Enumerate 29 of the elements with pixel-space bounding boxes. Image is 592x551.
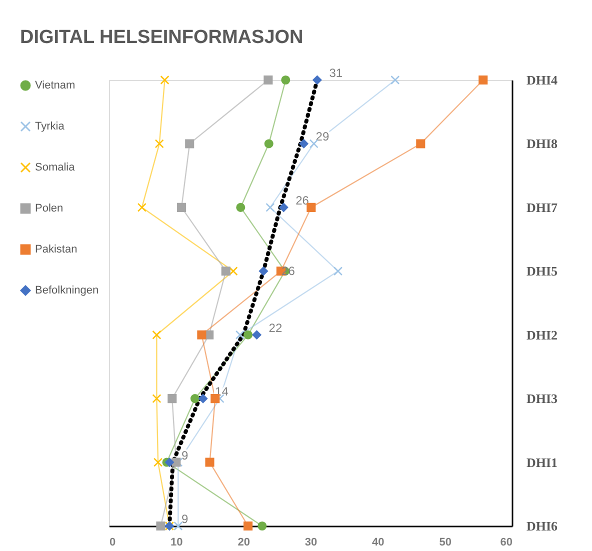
x-tick-label: 50 — [439, 536, 452, 548]
data-label: 29 — [316, 130, 330, 144]
y-tick-label: DHI6 — [526, 518, 558, 534]
y-tick-label: DHI4 — [526, 72, 558, 88]
data-label: 31 — [329, 66, 343, 80]
legend-label: Somalia — [35, 162, 76, 174]
annotation: 26 — [282, 264, 296, 278]
legend-label: Polen — [35, 202, 64, 214]
y-tick-label: DHI1 — [526, 454, 558, 470]
data-label: 26 — [296, 193, 310, 208]
legend-label: Vietnam — [35, 80, 76, 92]
x-tick-label: 30 — [304, 536, 318, 548]
chart-title: DIGITAL HELSEINFORMASJON — [20, 27, 304, 48]
data-label: 22 — [268, 320, 282, 335]
legend-label: Tyrkia — [35, 120, 66, 132]
y-tick-label: DHI5 — [526, 264, 558, 279]
y-tick-label: DHI2 — [526, 327, 558, 342]
legend-label: Befolkningen — [35, 284, 99, 296]
data-label: 9 — [181, 448, 188, 462]
legend-label: Pakistan — [35, 244, 78, 256]
x-tick-label: 10 — [170, 536, 183, 548]
x-tick-label: 60 — [500, 536, 512, 548]
y-tick-label: DHI8 — [526, 136, 558, 152]
x-tick-label: 40 — [372, 536, 384, 548]
x-tick-label: 0 — [110, 536, 116, 548]
data-label: 9 — [181, 512, 188, 526]
x-tick-label: 20 — [238, 536, 250, 548]
y-tick-label: DHI7 — [526, 200, 558, 215]
y-tick-label: DHI3 — [526, 391, 558, 406]
